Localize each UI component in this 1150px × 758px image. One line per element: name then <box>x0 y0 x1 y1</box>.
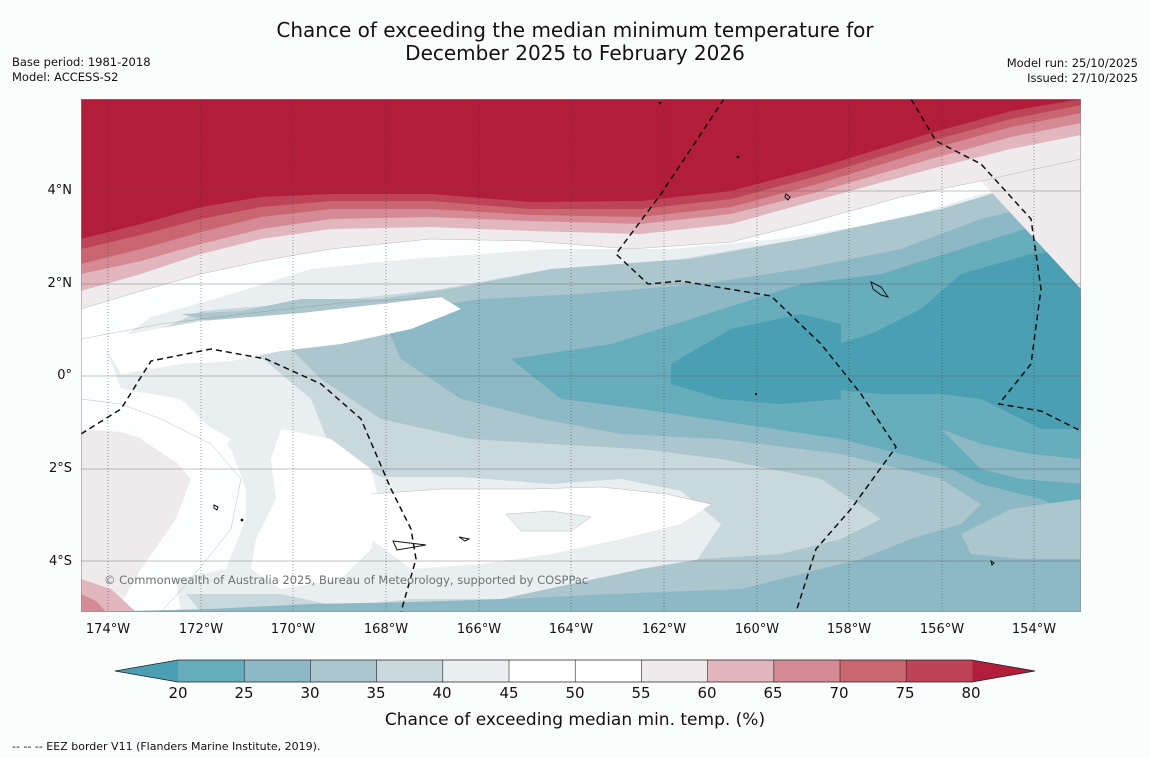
colorbar-segment <box>178 660 245 682</box>
colorbar-segment <box>376 660 444 682</box>
meta-right: Model run: 25/10/2025 Issued: 27/10/2025 <box>1007 56 1138 86</box>
colorbar-segment <box>707 660 775 682</box>
colorbar <box>114 659 1036 683</box>
colorbar-label: Chance of exceeding median min. temp. (%… <box>384 710 766 730</box>
lat-label: 4°S <box>48 554 72 569</box>
probability-map <box>81 99 1081 612</box>
colorbar-tick: 20 <box>168 684 188 702</box>
lon-label: 162°W <box>641 622 687 637</box>
colorbar-segment <box>442 660 510 682</box>
lon-label: 164°W <box>548 622 594 637</box>
lon-label: 168°W <box>363 622 409 637</box>
colorbar-segment <box>575 660 642 682</box>
copyright-notice: © Commonwealth of Australia 2025, Bureau… <box>104 573 589 587</box>
colorbar-tick: 30 <box>300 684 320 702</box>
issued-label: Issued: 27/10/2025 <box>1027 71 1138 85</box>
colorbar-tick: 70 <box>829 684 849 702</box>
lon-label: 172°W <box>178 622 224 637</box>
model-run-label: Model run: 25/10/2025 <box>1006 56 1138 70</box>
colorbar-extend-high <box>972 660 1035 682</box>
islands <box>213 101 995 566</box>
warm-bands <box>81 99 1081 309</box>
title-line-1: Chance of exceeding the median minimum t… <box>276 18 874 42</box>
colorbar-tick: 25 <box>234 684 254 702</box>
colorbar-extend-low <box>115 660 178 682</box>
lon-label: 170°W <box>270 622 316 637</box>
lon-label: 174°W <box>85 622 131 637</box>
colorbar-segment <box>840 660 907 682</box>
colorbar-segments <box>115 660 1035 682</box>
latitude-gridlines <box>81 190 1081 562</box>
lon-label: 158°W <box>826 622 872 637</box>
near-neutral-patches <box>81 199 711 589</box>
colorbar-tick: 55 <box>631 684 651 702</box>
eez-borders <box>81 99 1081 612</box>
eez-footnote: -- -- -- EEZ border V11 (Flanders Marine… <box>12 740 321 753</box>
colorbar-tick: 35 <box>366 684 386 702</box>
lat-label: 0° <box>57 368 72 383</box>
map-title: Chance of exceeding the median minimum t… <box>0 19 1150 65</box>
colorbar-tick: 60 <box>697 684 717 702</box>
colorbar-tick: 50 <box>565 684 585 702</box>
cool-bands <box>81 169 1081 612</box>
colorbar-tick: 65 <box>763 684 783 702</box>
colorbar-segment <box>244 660 311 682</box>
lat-label: 4°N <box>47 183 73 198</box>
lon-label: 160°W <box>734 622 780 637</box>
colorbar-tick: 75 <box>895 684 915 702</box>
colorbar-segment <box>509 660 576 682</box>
colorbar-tick: 80 <box>961 684 981 702</box>
colorbar-tick: 45 <box>499 684 519 702</box>
lon-label: 166°W <box>456 622 502 637</box>
colorbar-segment <box>773 660 841 682</box>
lon-label: 156°W <box>919 622 965 637</box>
graticule <box>81 99 1081 612</box>
map-frame <box>81 99 1081 612</box>
lon-label: 154°W <box>1011 622 1057 637</box>
colorbar-tick: 40 <box>432 684 452 702</box>
title-line-2: December 2025 to February 2026 <box>405 41 745 65</box>
base-period-label: Base period: 1981-2018 <box>12 55 151 69</box>
lat-label: 2°S <box>48 461 72 476</box>
colorbar-segment <box>906 660 973 682</box>
lat-label: 2°N <box>47 276 73 291</box>
meta-left: Base period: 1981-2018 Model: ACCESS-S2 <box>12 55 151 85</box>
model-label: Model: ACCESS-S2 <box>12 70 119 84</box>
southwest-warm-region <box>81 429 191 612</box>
colorbar-segment <box>310 660 377 682</box>
colorbar-segment <box>641 660 708 682</box>
